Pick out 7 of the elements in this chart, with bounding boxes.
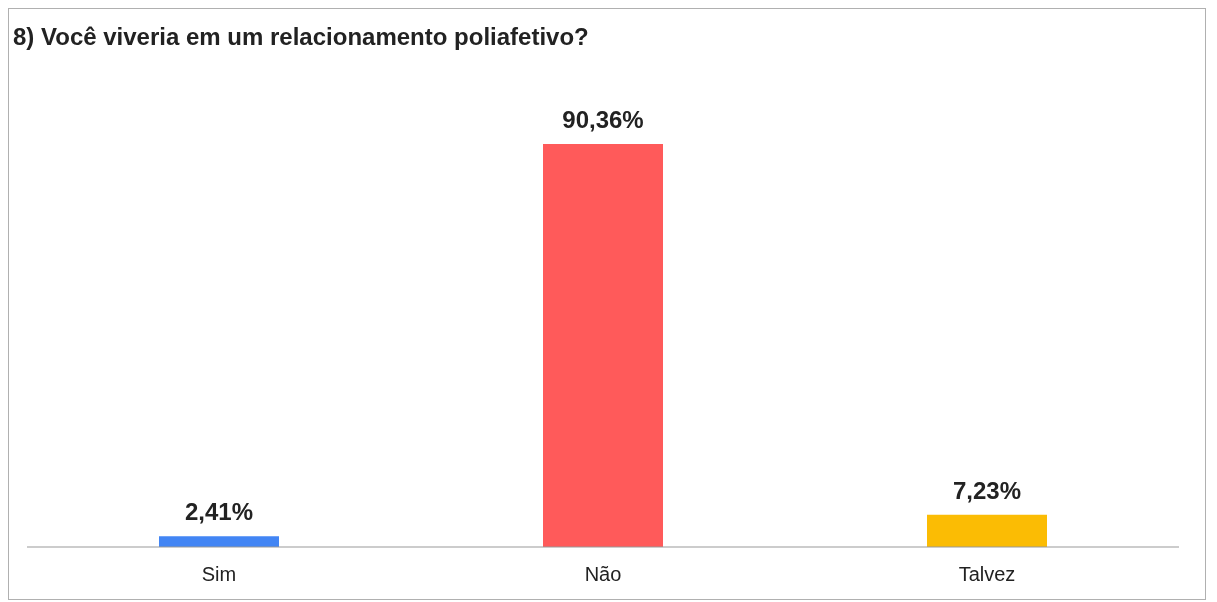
data-label: 90,36%: [562, 106, 644, 133]
chart-title: 8) Você viveria em um relacionamento poliafetivo?: [13, 23, 589, 51]
data-label: 2,41%: [184, 498, 254, 526]
x-tick-label: Talvez: [958, 563, 1016, 586]
data-label: 7,23%: [952, 476, 1022, 504]
x-tick-label: Não: [584, 563, 622, 586]
x-tick-label: Sim: [201, 563, 237, 586]
